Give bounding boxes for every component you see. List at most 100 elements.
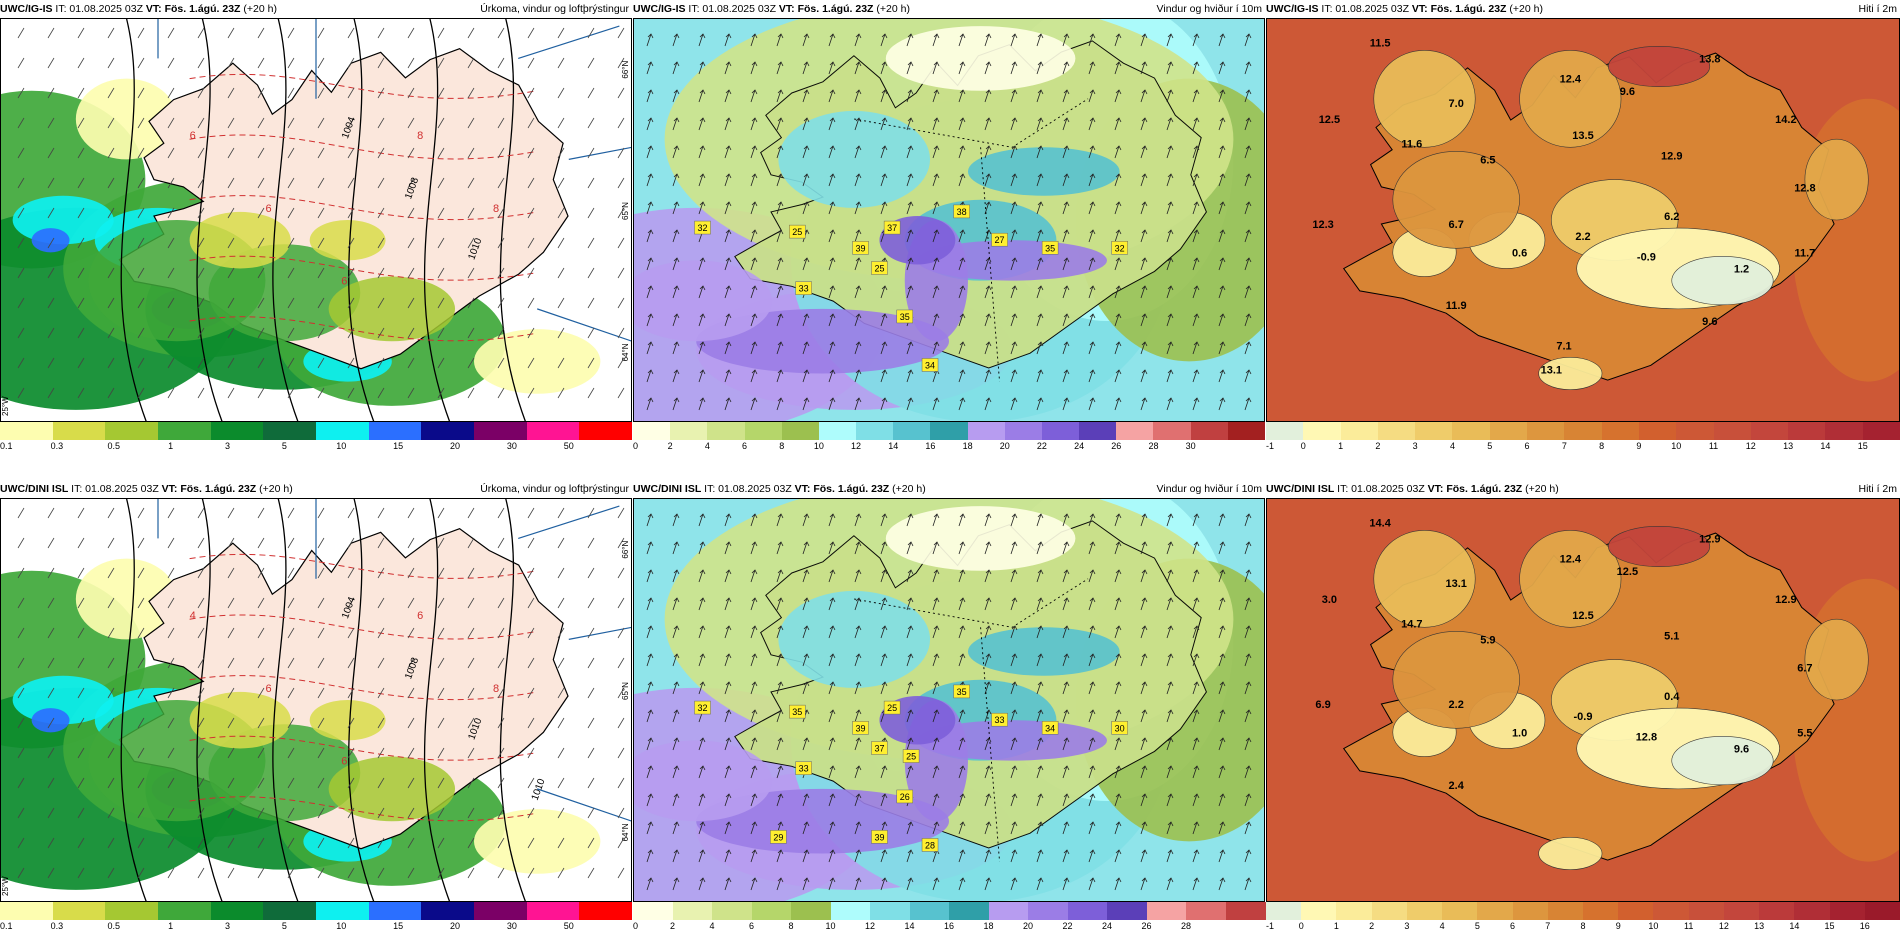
color-scale: -1 0 1 2 3 4 5 6 7 8 9 10 11 12 13 14 15 <box>1266 422 1900 451</box>
wind-barb <box>407 567 415 579</box>
wind-arrow <box>1088 625 1096 639</box>
temperature-value: 9.6 <box>1702 316 1717 328</box>
wind-arrow <box>646 89 654 103</box>
wind-arrow <box>828 229 836 243</box>
wind-barb <box>437 117 445 129</box>
wind-arrow <box>1036 513 1044 527</box>
wind-barb <box>167 357 175 369</box>
wind-barb <box>437 387 445 399</box>
region-boundary <box>854 98 1089 382</box>
wind-arrow <box>984 369 992 383</box>
wind-barb <box>287 87 295 99</box>
wind-barb <box>287 747 295 759</box>
wind-arrow <box>932 513 940 527</box>
wind-arrow <box>1036 877 1044 891</box>
wind-arrow <box>1010 285 1018 299</box>
gust-badge <box>902 749 920 763</box>
wind-arrow <box>1088 341 1096 355</box>
wind-barb <box>287 27 295 39</box>
scale-label: 12 <box>1718 921 1729 931</box>
wind-barb <box>107 357 115 369</box>
wind-arrow <box>984 653 992 667</box>
precip-area <box>189 691 291 749</box>
gust-badge <box>795 761 812 775</box>
scale-label: 6 <box>1524 441 1530 451</box>
wind-barb <box>527 567 535 579</box>
wind-barb <box>437 837 445 849</box>
wind-arrow <box>958 513 966 527</box>
gust-value: 26 <box>900 792 910 802</box>
wind-barb <box>137 747 145 759</box>
wind-barb <box>197 777 205 789</box>
wind-barb <box>197 627 205 639</box>
wind-barb <box>77 237 85 249</box>
wind-barb <box>47 837 55 849</box>
wind-barb <box>527 87 535 99</box>
wind-arrow <box>906 33 914 47</box>
wind-arrow <box>802 257 810 271</box>
wind-arrow <box>1010 313 1018 327</box>
product-title: Hiti í 2m <box>1858 3 1897 15</box>
wind-arrow <box>1062 681 1070 695</box>
wind-arrow <box>1114 681 1122 695</box>
longitude-label: 25°W <box>1 876 10 896</box>
wind-barb <box>167 807 175 819</box>
wind-barb <box>437 657 445 669</box>
wind-barb <box>317 87 325 99</box>
scale-label: 12 <box>851 441 862 451</box>
wind-arrow <box>698 257 706 271</box>
wind-arrow <box>958 793 966 807</box>
wind-barb <box>497 87 505 99</box>
wind-barb <box>587 717 595 729</box>
wind-arrow <box>1062 625 1070 639</box>
wind-arrow <box>1036 541 1044 555</box>
wind-arrow <box>984 117 992 131</box>
wind-barb <box>107 807 115 819</box>
wind-barb <box>557 717 565 729</box>
color-swatch <box>744 422 783 440</box>
scale-label: 14 <box>1789 921 1800 931</box>
wind-barb <box>17 237 25 249</box>
wind-arrow <box>1010 597 1018 611</box>
model-name: UWC/IG-IS <box>0 3 53 15</box>
gust-value: 25 <box>792 227 802 237</box>
wind-barb <box>227 867 235 879</box>
color-swatch <box>893 422 931 440</box>
precip-area <box>309 700 386 741</box>
wind-arrow <box>984 793 992 807</box>
wind-arrow <box>1140 877 1148 891</box>
wind-arrow <box>854 257 862 271</box>
wind-arrow <box>1140 513 1148 527</box>
wind-arrow <box>1166 709 1174 723</box>
scale-label: 12 <box>864 921 876 931</box>
wind-arrow <box>1062 569 1070 583</box>
wind-arrow <box>984 229 992 243</box>
gust-badge <box>852 241 869 255</box>
gust-value: 39 <box>874 832 884 842</box>
color-swatch <box>1653 902 1690 920</box>
wind-barb <box>527 267 535 279</box>
wind-barb <box>137 177 145 189</box>
wind-arrow <box>802 849 810 863</box>
wind-arrow <box>750 61 758 75</box>
wind-arrow <box>1192 737 1200 751</box>
wind-arrow <box>1218 653 1226 667</box>
color-swatch <box>1301 902 1337 920</box>
wind-arrow <box>906 397 914 411</box>
wind-barb <box>467 87 475 99</box>
wind-barb <box>107 297 115 309</box>
gust-value: 27 <box>995 235 1005 245</box>
wind-barb <box>77 357 85 369</box>
wind-arrow <box>1244 285 1252 299</box>
gust-value: 35 <box>900 312 910 322</box>
wind-barb <box>527 297 535 309</box>
wind-arrow <box>1218 117 1226 131</box>
wind-arrow <box>906 513 914 527</box>
scale-label: 0.3 <box>50 921 64 931</box>
wind-arrow <box>958 569 966 583</box>
wind-arrow <box>1192 61 1200 75</box>
wind-barb <box>557 327 565 339</box>
wind-arrow <box>854 541 862 555</box>
wind-barb <box>107 57 115 69</box>
wind-barb <box>407 387 415 399</box>
